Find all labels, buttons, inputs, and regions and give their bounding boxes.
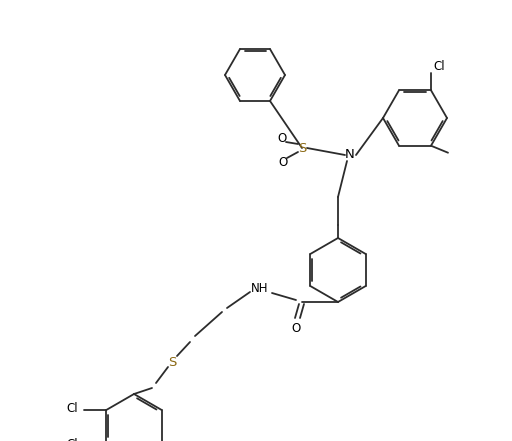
Text: O: O (291, 321, 301, 335)
Text: O: O (278, 131, 287, 145)
Text: Cl: Cl (67, 437, 78, 441)
Text: S: S (298, 142, 306, 154)
Text: O: O (279, 156, 288, 168)
Text: Cl: Cl (67, 401, 78, 415)
Text: S: S (168, 355, 176, 369)
Text: NH: NH (251, 281, 269, 295)
Text: N: N (345, 149, 355, 161)
Text: Cl: Cl (433, 60, 445, 73)
